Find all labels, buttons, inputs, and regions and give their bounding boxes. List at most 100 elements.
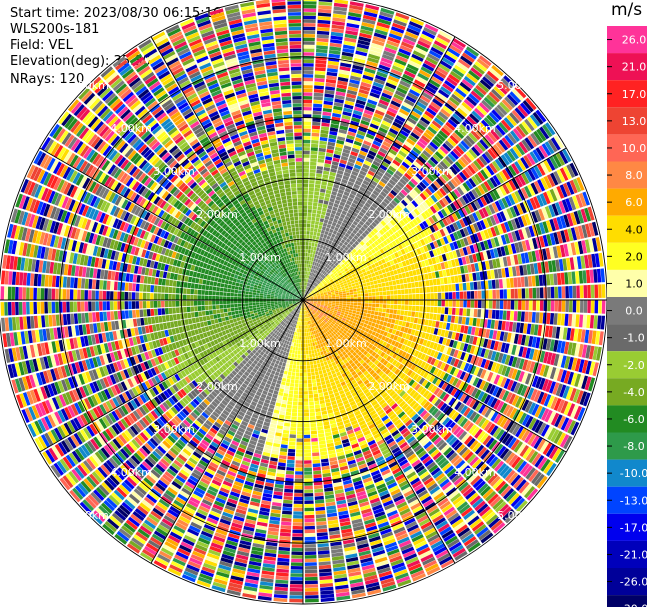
velocity-cell xyxy=(362,205,369,211)
velocity-cell xyxy=(410,149,419,158)
velocity-cell xyxy=(380,220,387,227)
velocity-cell xyxy=(329,131,338,136)
velocity-cell xyxy=(334,266,338,271)
velocity-cell xyxy=(374,187,382,194)
velocity-cell xyxy=(466,225,473,235)
velocity-cell xyxy=(323,291,327,294)
velocity-cell xyxy=(310,297,314,299)
velocity-cell xyxy=(317,263,321,268)
velocity-cell xyxy=(382,291,387,296)
velocity-cell xyxy=(357,153,366,160)
velocity-cell xyxy=(333,184,340,189)
velocity-cell xyxy=(307,343,311,347)
velocity-cell xyxy=(340,239,346,244)
velocity-cell xyxy=(499,289,504,299)
velocity-cell xyxy=(316,48,328,54)
velocity-cell xyxy=(414,104,425,113)
velocity-cell xyxy=(315,217,320,222)
velocity-cell xyxy=(455,87,467,98)
velocity-cell xyxy=(439,160,449,170)
velocity-cell xyxy=(437,210,445,219)
velocity-cell xyxy=(426,306,431,313)
velocity-cell xyxy=(454,110,466,120)
velocity-cell xyxy=(378,312,382,317)
velocity-cell xyxy=(303,380,308,384)
velocity-cell xyxy=(436,92,448,102)
velocity-cell xyxy=(393,304,398,310)
velocity-cell xyxy=(403,266,409,272)
velocity-cell xyxy=(535,312,540,324)
velocity-cell xyxy=(320,295,325,297)
velocity-cell xyxy=(303,74,314,78)
velocity-cell xyxy=(400,209,408,217)
velocity-cell xyxy=(422,253,428,260)
velocity-cell xyxy=(544,141,555,155)
velocity-cell xyxy=(489,215,497,226)
velocity-cell xyxy=(316,41,329,46)
velocity-cell xyxy=(310,158,317,162)
velocity-cell xyxy=(397,289,401,295)
velocity-cell xyxy=(324,293,328,296)
velocity-cell xyxy=(316,232,321,237)
velocity-cell xyxy=(469,282,474,290)
velocity-cell xyxy=(467,203,475,213)
velocity-cell xyxy=(463,300,467,308)
velocity-cell xyxy=(360,276,365,281)
velocity-cell xyxy=(368,224,375,230)
velocity-cell xyxy=(402,217,409,225)
velocity-cell xyxy=(527,135,538,148)
velocity-cell xyxy=(339,282,344,286)
velocity-cell xyxy=(563,243,569,257)
velocity-cell xyxy=(318,199,324,204)
velocity-cell xyxy=(351,170,359,177)
velocity-cell xyxy=(418,137,428,146)
velocity-cell xyxy=(346,253,352,259)
velocity-cell xyxy=(306,298,310,300)
velocity-cell xyxy=(410,276,415,283)
velocity-cell xyxy=(322,414,328,419)
velocity-cell xyxy=(379,264,385,270)
velocity-cell xyxy=(449,233,456,242)
velocity-cell xyxy=(411,311,416,317)
velocity-cell xyxy=(317,271,321,276)
velocity-cell xyxy=(412,218,419,226)
velocity-cell xyxy=(417,155,427,164)
velocity-cell xyxy=(356,157,365,163)
velocity-cell xyxy=(449,323,454,331)
velocity-cell xyxy=(532,300,537,311)
velocity-cell xyxy=(354,106,364,113)
velocity-cell xyxy=(514,288,518,299)
velocity-cell xyxy=(507,289,511,299)
velocity-cell xyxy=(324,215,330,220)
velocity-cell xyxy=(393,290,398,295)
velocity-cell xyxy=(536,287,540,299)
velocity-cell xyxy=(459,184,468,194)
velocity-cell xyxy=(374,78,385,85)
velocity-cell xyxy=(544,261,550,273)
velocity-cell xyxy=(584,239,591,253)
velocity-cell xyxy=(361,143,371,150)
velocity-cell xyxy=(346,22,360,29)
velocity-cell xyxy=(402,144,412,152)
velocity-cell xyxy=(319,575,333,581)
velocity-cell xyxy=(468,273,474,282)
velocity-cell xyxy=(461,101,473,112)
velocity-cell xyxy=(530,132,541,146)
velocity-cell xyxy=(572,300,577,313)
velocity-cell xyxy=(319,291,324,294)
velocity-cell xyxy=(371,202,378,209)
velocity-cell xyxy=(307,209,312,213)
velocity-cell xyxy=(368,303,372,307)
velocity-cell xyxy=(423,245,429,253)
velocity-cell xyxy=(474,61,488,72)
velocity-cell xyxy=(308,398,314,402)
velocity-cell xyxy=(382,308,387,313)
velocity-cell xyxy=(433,285,438,293)
velocity-cell xyxy=(347,281,352,285)
velocity-cell xyxy=(385,244,391,251)
velocity-cell xyxy=(303,212,307,217)
velocity-cell xyxy=(320,133,328,138)
velocity-cell xyxy=(455,220,463,230)
velocity-cell xyxy=(461,256,467,265)
velocity-cell xyxy=(507,194,516,206)
